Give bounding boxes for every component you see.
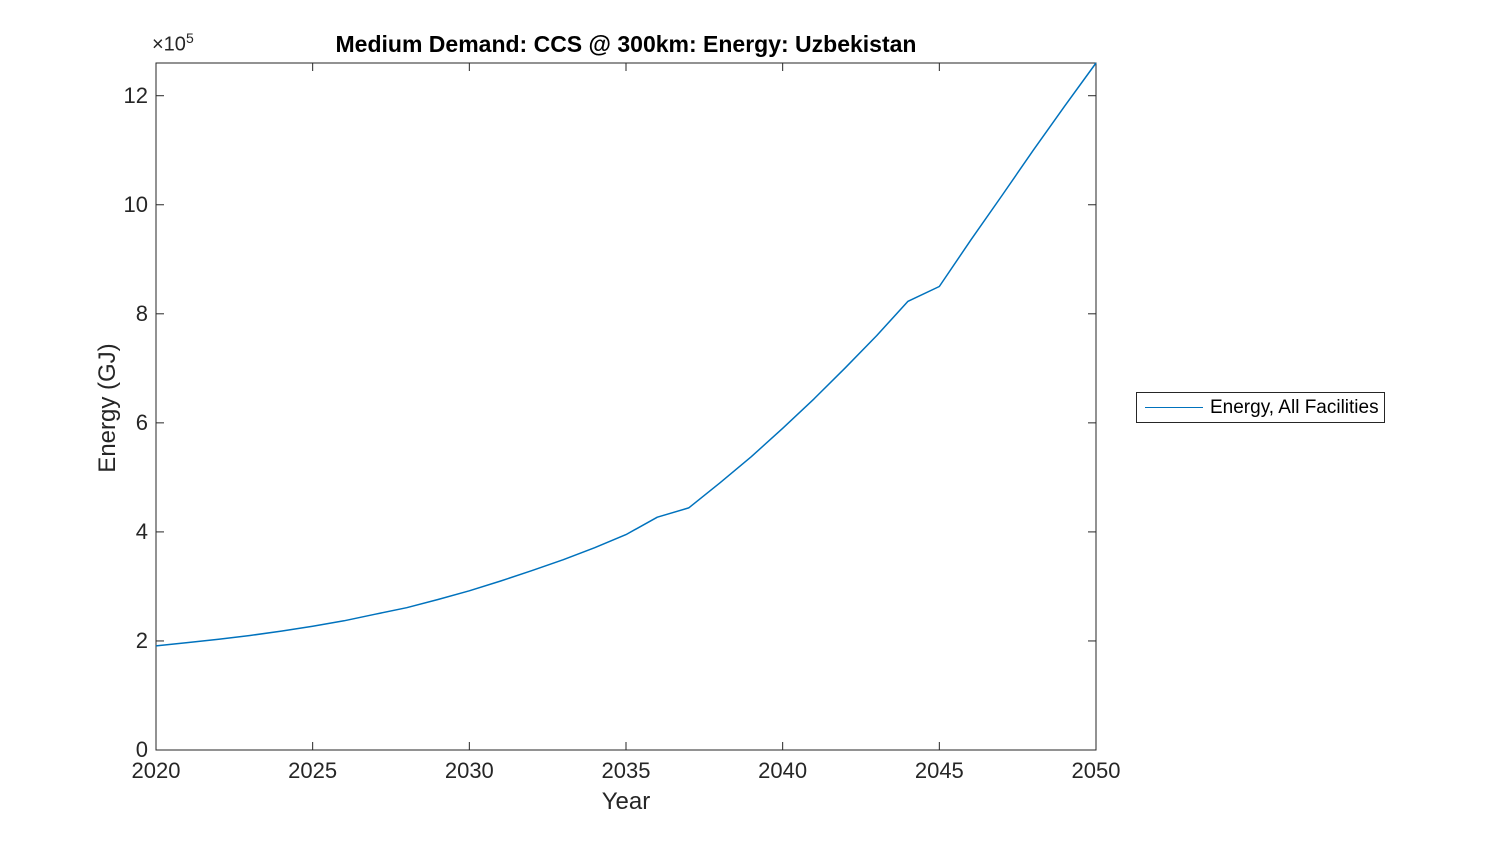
data-line-Energy, All Facilities [155,62,1097,647]
x-axis-label: Year [601,788,651,815]
legend-line-sample-icon [1145,407,1203,408]
y-axis-exponent: ×105 [152,30,194,57]
legend-entry-label: Energy, All Facilities [1210,396,1379,418]
y-axis-exponent-base: ×10 [152,33,186,56]
y-tick-label-0: 0 [135,737,148,762]
y-tick-label-10: 10 [123,191,148,217]
y-tick-label-2: 2 [135,627,148,653]
y-tick-label-8: 8 [135,300,148,326]
x-tick-label-2025: 2025 [288,758,338,783]
x-tick-label-2030: 2030 [444,758,494,783]
x-tick-label-2040: 2040 [758,758,808,783]
x-tick-label-2045: 2045 [914,758,964,783]
y-tick-label-6: 6 [135,409,148,435]
legend-box[interactable]: Energy, All Facilities [1136,392,1385,423]
chart-title: Medium Demand: CCS @ 300km: Energy: Uzbe… [335,31,917,57]
x-tick-label-2020: 2020 [131,758,181,783]
x-tick-label-2035: 2035 [601,758,651,783]
y-tick-label-12: 12 [123,82,148,108]
axes-box [155,62,1097,751]
x-tick-label-2050: 2050 [1071,758,1121,783]
y-axis-exponent-power: 5 [185,30,194,46]
y-tick-label-4: 4 [135,518,148,544]
